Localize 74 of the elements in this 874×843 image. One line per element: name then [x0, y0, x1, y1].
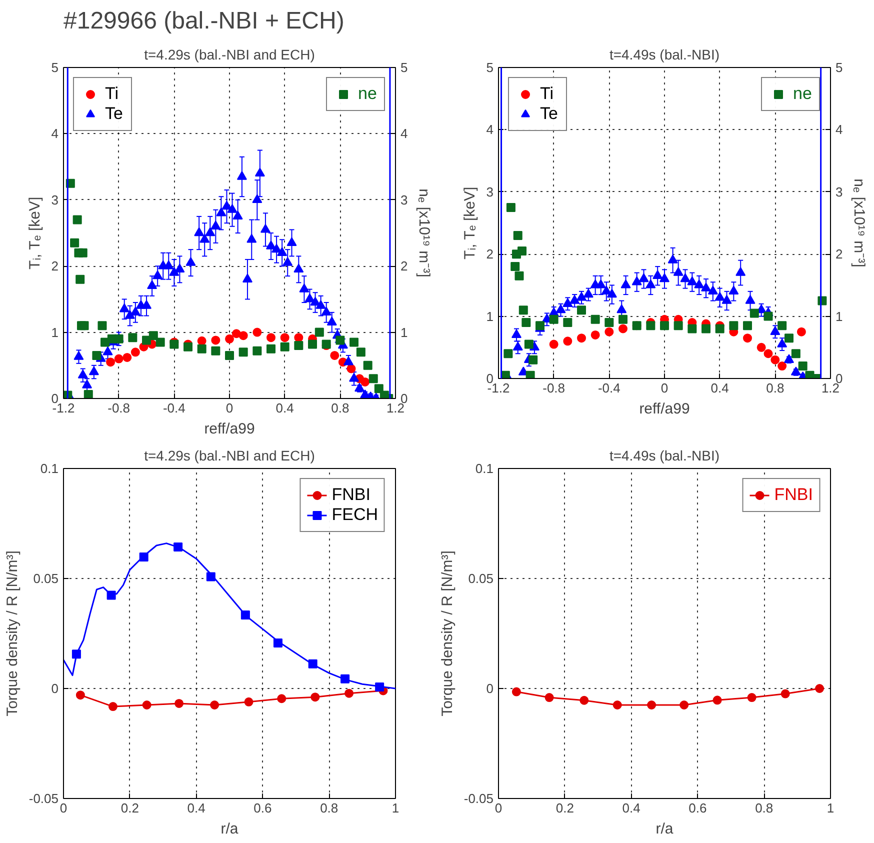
chart-title: t=4.29s (bal.-NBI and ECH) [144, 448, 315, 464]
y-axis-title: Tᵢ, Tₑ [keV] [26, 196, 44, 270]
x-axis-title: reff/a99 [639, 400, 690, 418]
y-tick-label: 0.1 [40, 461, 59, 476]
chart-title: #129966 (bal.-NBI + ECH) [64, 8, 344, 34]
x-tick-label: 0.4 [622, 800, 640, 816]
y-tick-label: -0.05 [28, 791, 59, 806]
y-tick-label: 0 [486, 371, 494, 386]
legend-label: Ti [540, 84, 555, 104]
x-tick-label: -0.8 [542, 380, 566, 396]
y-tick-label: 4 [51, 126, 59, 142]
y-axis-title: Torque density / R [N/m³] [438, 550, 456, 716]
y-tick-label: 0.05 [33, 571, 59, 586]
x-tick-label: 0 [660, 380, 668, 396]
x-tick-label: 0.4 [187, 800, 206, 816]
legend-label: FECH [332, 505, 378, 525]
x-tick-label: 0.8 [766, 380, 784, 396]
y-tick-label: 2 [51, 258, 59, 274]
chart-title: t=4.49s (bal.-NBI) [609, 46, 720, 62]
y-tick-label: 3 [486, 184, 494, 200]
x-tick-label: 0.4 [276, 400, 294, 416]
x-tick-label: -0.4 [598, 380, 620, 396]
y2-tick-label: 5 [836, 60, 843, 75]
x-tick-label: -0.4 [162, 400, 186, 416]
y-tick-label: 0.1 [475, 461, 494, 476]
x-tick-label: 0.2 [120, 800, 139, 816]
y2-tick-label: 4 [400, 126, 408, 142]
y-tick-label: 3 [51, 192, 59, 208]
legend-label: Ti [105, 84, 120, 104]
chart-subtitle: t=4.29s (bal.-NBI and ECH) [144, 46, 315, 62]
x-tick-label: 0.6 [254, 800, 272, 816]
legend-label: Te [105, 104, 124, 124]
y2-tick-label: 2 [836, 246, 843, 262]
y2-tick-label: 1 [836, 308, 843, 324]
y-tick-label: 0 [51, 391, 59, 406]
x-tick-label: 0.4 [710, 380, 729, 396]
y-axis-title: Torque density / R [N/m³] [4, 550, 21, 716]
x-tick-label: 1 [826, 800, 834, 816]
x-axis-title: reff/a99 [204, 420, 255, 438]
y2-tick-label: 1 [400, 324, 408, 340]
chart-title: t=4.49s (bal.-NBI) [609, 448, 720, 464]
y-tick-label: 5 [51, 60, 59, 75]
y2-tick-label: 3 [836, 184, 843, 200]
y2-tick-label: 3 [400, 192, 408, 208]
y-axis-title: Tᵢ, Tₑ [keV] [461, 186, 478, 260]
x-tick-label: 1 [392, 800, 400, 816]
y-tick-label: 0 [51, 681, 59, 696]
legend-label: ne [358, 84, 378, 104]
x-tick-label: 0.8 [320, 800, 338, 816]
y-tick-label: 4 [486, 122, 494, 138]
y-tick-label: 2 [486, 246, 494, 262]
y2-tick-label: 5 [400, 60, 408, 75]
x-tick-label: 0.6 [688, 800, 707, 816]
x-tick-label: 0.8 [755, 800, 774, 816]
y-tick-label: 5 [486, 60, 494, 75]
legend-label: FNBI [774, 485, 813, 505]
y2-tick-label: 2 [400, 258, 408, 274]
y-tick-label: 0.05 [468, 571, 494, 586]
x-axis-title: r/a [220, 820, 239, 838]
x-axis-title: r/a [656, 820, 674, 838]
x-tick-label: 0.2 [556, 800, 574, 816]
y-tick-label: 1 [486, 308, 494, 324]
x-tick-label: 0.8 [331, 400, 350, 416]
legend-label: ne [793, 84, 813, 104]
x-tick-label: 0 [226, 400, 234, 416]
legend-label: Te [540, 104, 559, 124]
x-tick-label: -0.8 [108, 400, 130, 416]
y2-axis-title: nₑ [x10¹⁹ m⁻³] [850, 178, 868, 268]
y-tick-label: 0 [486, 681, 494, 696]
y-tick-label: 1 [51, 324, 59, 340]
y-tick-label: -0.05 [464, 791, 494, 806]
y2-tick-label: 4 [836, 122, 843, 138]
legend-label: FNBI [332, 485, 370, 505]
y2-axis-title: nₑ [x10¹⁹ m⁻³] [416, 188, 433, 278]
